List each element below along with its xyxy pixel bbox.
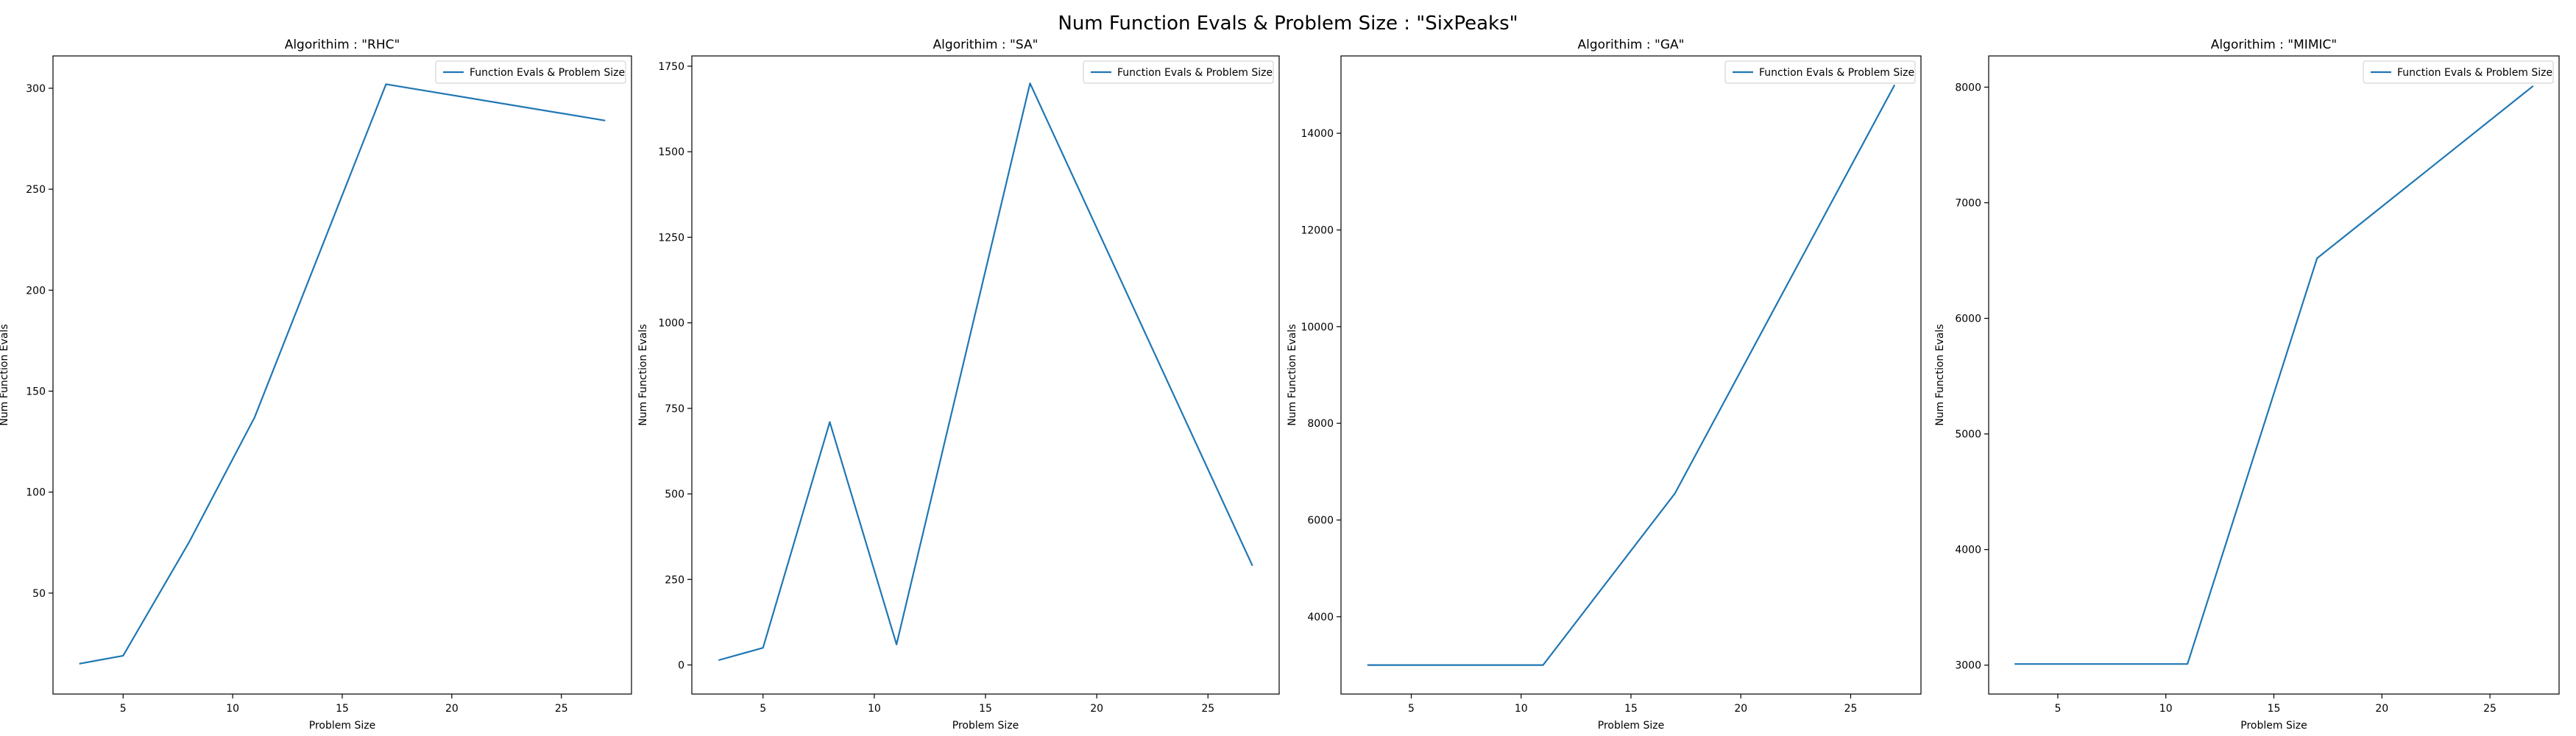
y-axis-label: Num Function Evals — [637, 324, 649, 425]
x-axis-label: Problem Size — [1598, 720, 1664, 732]
subplot-title: Algorithim : "MIMIC" — [2211, 38, 2337, 52]
legend-label: Function Evals & Problem Size — [2397, 67, 2552, 79]
y-tick-label: 300 — [26, 83, 46, 95]
y-tick-label: 250 — [665, 574, 684, 586]
x-tick-label: 15 — [1624, 703, 1638, 715]
y-tick-label: 14000 — [1301, 128, 1334, 140]
y-tick-label: 50 — [32, 588, 46, 600]
y-tick-label: 8000 — [1955, 82, 1981, 93]
y-tick-label: 4000 — [1955, 545, 1981, 556]
y-tick-label: 500 — [665, 489, 684, 500]
x-tick-label: 15 — [336, 703, 349, 715]
series-line-1 — [1367, 84, 1896, 666]
x-axis-label: Problem Size — [309, 720, 375, 732]
y-tick-label: 1000 — [658, 318, 684, 330]
legend-box — [2363, 60, 2554, 84]
subplot-title: Algorithim : "GA" — [1578, 38, 1685, 52]
x-tick-label: 25 — [555, 703, 568, 715]
y-tick-label: 7000 — [1955, 197, 1981, 209]
y-tick-label: 4000 — [1307, 612, 1334, 623]
axes-frame — [1988, 55, 2560, 695]
y-tick-label: 100 — [26, 487, 46, 499]
x-axis-label: Problem Size — [952, 720, 1019, 732]
x-tick-label: 20 — [1734, 703, 1747, 715]
y-axis-label: Num Function Evals — [0, 324, 10, 425]
x-tick-label: 20 — [2375, 703, 2388, 715]
y-tick-label: 5000 — [1955, 429, 1981, 441]
x-tick-label: 25 — [1201, 703, 1214, 715]
legend: Function Evals & Problem Size — [2363, 60, 2554, 84]
y-tick-label: 200 — [26, 285, 46, 297]
subplot-title: Algorithim : "RHC" — [285, 38, 400, 52]
axes-frame — [691, 55, 1280, 695]
y-tick-label: 250 — [26, 184, 46, 196]
subplot-2: 5 10 15 20 2502505007501000125015001750Algor… — [637, 38, 1280, 732]
x-tick-label: 5 — [760, 703, 766, 715]
x-tick-label: 5 — [1408, 703, 1415, 715]
legend-label: Function Evals & Problem Size — [1759, 67, 1914, 79]
x-tick-label: 20 — [445, 703, 459, 715]
y-tick-label: 150 — [26, 386, 46, 397]
y-tick-label: 6000 — [1307, 515, 1334, 527]
x-tick-label: 15 — [979, 703, 992, 715]
legend-label: Function Evals & Problem Size — [1117, 67, 1273, 79]
y-axis-label: Num Function Evals — [1287, 324, 1298, 425]
x-tick-label: 25 — [2483, 703, 2497, 715]
y-tick-label: 1500 — [658, 146, 684, 158]
subplot-title: Algorithim : "SA" — [933, 38, 1038, 52]
x-tick-label: 20 — [1090, 703, 1103, 715]
legend-label: Function Evals & Problem Size — [470, 67, 625, 79]
y-axis-label: Num Function Evals — [1934, 324, 1946, 425]
y-tick-label: 1250 — [658, 232, 684, 244]
y-tick-label: 8000 — [1307, 418, 1334, 430]
series-line-1 — [2014, 85, 2534, 665]
figure-title: Num Function Evals & Problem Size : "Six… — [1058, 13, 1518, 35]
y-tick-label: 1750 — [658, 61, 684, 73]
y-tick-label: 12000 — [1301, 224, 1334, 236]
legend: Function Evals & Problem Size — [1083, 60, 1274, 84]
x-tick-label: 5 — [120, 703, 127, 715]
y-tick-label: 6000 — [1955, 314, 1981, 325]
axes-frame — [52, 55, 632, 695]
x-tick-label: 5 — [2054, 703, 2061, 715]
series-line-1 — [718, 82, 1253, 662]
y-tick-label: 10000 — [1301, 322, 1334, 333]
subplot-3: 5 10 15 20 25 4000 6000 8000 10000 12000 14000 Algo… — [1287, 38, 1922, 732]
legend-box — [1083, 60, 1274, 84]
x-tick-label: 10 — [226, 703, 239, 715]
y-tick-label: 750 — [665, 403, 684, 415]
subplot-1: 5 10 15 20 25 50 100 150 200 250 300 Algorithim : "… — [0, 38, 632, 732]
legend: Function Evals & Problem Size — [435, 60, 626, 84]
x-tick-label: 10 — [2159, 703, 2173, 715]
y-tick-label: 3000 — [1955, 660, 1981, 672]
x-tick-label: 10 — [1515, 703, 1528, 715]
legend-box — [435, 60, 626, 84]
x-axis-label: Problem Size — [2240, 720, 2307, 732]
axes-frame — [1340, 55, 1922, 695]
series-line-1 — [79, 83, 606, 665]
x-tick-label: 15 — [2268, 703, 2281, 715]
x-tick-label: 10 — [868, 703, 881, 715]
x-tick-label: 25 — [1844, 703, 1858, 715]
y-tick-label: 0 — [678, 659, 684, 671]
legend: Function Evals & Problem Size — [1724, 60, 1916, 84]
subplot-4: 5 10 15 20 25 3000 4000 5000 6000 7000 8000 Algorit… — [1934, 38, 2560, 732]
legend-box — [1724, 60, 1916, 84]
